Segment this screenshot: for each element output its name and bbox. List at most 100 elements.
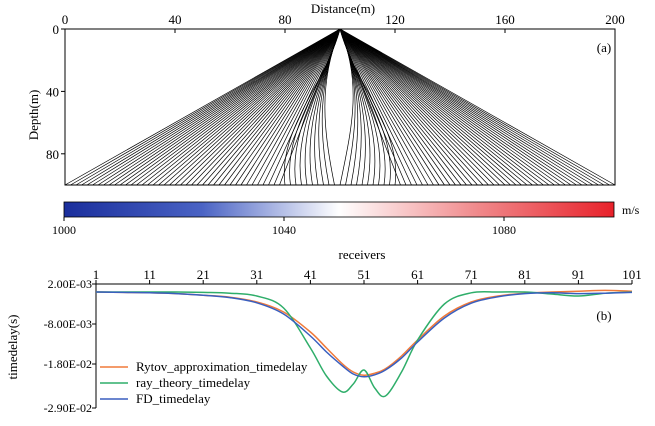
colorbar-tick-label: 1000 (52, 223, 76, 237)
ray-path (339, 28, 561, 186)
ray-path (339, 28, 418, 186)
ray-path (147, 28, 341, 186)
x-tick-label: 80 (279, 12, 292, 27)
ray-path (246, 28, 341, 186)
y-tick-labels: 0 40 80 (46, 22, 65, 162)
ray-path (339, 28, 495, 186)
series-line-FD_timedelay (95, 291, 633, 378)
ray-path (339, 28, 489, 186)
x-tick-label: 31 (250, 267, 263, 282)
ray-path (119, 28, 341, 186)
y-tick-label: -8.00E-03 (44, 317, 92, 331)
x-tick-label: 101 (622, 267, 642, 282)
ray-path (163, 28, 341, 186)
ray-path (114, 28, 341, 186)
ray-path (339, 28, 511, 186)
ray-path (339, 28, 473, 186)
ray-path (339, 28, 533, 186)
ray-path (339, 28, 484, 186)
colorbar-tick-label: 1040 (272, 223, 296, 237)
y-tick-label: 0 (53, 22, 60, 37)
x-tick-label: 0 (62, 12, 69, 27)
x-axis-title: receivers (339, 247, 386, 262)
plot-frame (64, 28, 616, 186)
x-tick-label: 120 (385, 12, 405, 27)
ray-path (196, 28, 341, 186)
colorbar-tick-label: 1080 (492, 223, 516, 237)
x-tick-label: 40 (169, 12, 182, 27)
ray-path (339, 28, 522, 186)
ray-path (213, 28, 341, 186)
ray-paths (64, 28, 616, 186)
ray-path (339, 28, 407, 186)
ray-path (339, 28, 572, 186)
ray-path (339, 28, 555, 186)
raypath-panel: Distance(m) 0 40 80 120 160 200 0 40 80 Depth(m… (26, 1, 625, 186)
ray-path (339, 28, 401, 186)
ray-path (339, 28, 478, 186)
ray-path (108, 28, 341, 186)
ray-path (339, 28, 500, 186)
y-tick-label: 80 (46, 147, 59, 162)
ray-path (339, 28, 566, 186)
ray-path (339, 28, 539, 186)
ray-path (191, 28, 341, 186)
ray-path (202, 28, 341, 186)
panel-label-a: (a) (597, 40, 611, 55)
y-tick-label: 40 (46, 84, 59, 99)
ray-path (339, 28, 434, 186)
ray-path (339, 28, 462, 186)
ray-path (174, 28, 341, 186)
ray-path (339, 28, 528, 186)
ray-path (103, 28, 341, 186)
ray-path (224, 28, 341, 186)
x-tick-label: 41 (304, 267, 317, 282)
ray-path (339, 28, 445, 186)
ray-path (152, 28, 341, 186)
x-axis-title: Distance(m) (311, 1, 375, 16)
ray-path (339, 28, 544, 186)
ray-path (92, 28, 341, 186)
x-tick-label: 1 (93, 267, 100, 282)
ray-path (257, 28, 341, 186)
ray-path (218, 28, 341, 186)
ray-path (235, 28, 341, 186)
ray-path (185, 28, 341, 186)
ray-path (130, 28, 341, 186)
y-tick-label: -2.90E-02 (44, 401, 92, 415)
x-tick-label: 61 (411, 267, 424, 282)
ray-path (339, 28, 583, 186)
ray-path (339, 28, 506, 186)
ray-path (136, 28, 341, 186)
ray-path (97, 28, 341, 186)
ray-path (207, 28, 341, 186)
x-tick-label: 81 (518, 267, 531, 282)
ray-path (339, 28, 440, 186)
ray-path (339, 28, 616, 186)
ray-path (339, 28, 610, 186)
x-tick-label: 91 (572, 267, 585, 282)
legend-label: ray_theory_timedelay (136, 375, 251, 390)
ray-path (339, 28, 456, 186)
x-tick-label: 21 (197, 267, 210, 282)
series-line-ray_theory_timedelay (96, 290, 633, 398)
ray-path (262, 28, 341, 186)
y-tick-label: -1.80E-02 (44, 357, 92, 371)
colorbar-unit: m/s (622, 203, 640, 217)
x-tick-label: 11 (143, 267, 156, 282)
ray-path (279, 28, 341, 186)
x-tick-labels: 1 11 21 31 41 51 61 71 81 91 101 (93, 267, 642, 284)
ray-path (180, 28, 341, 186)
x-tick-label: 160 (495, 12, 515, 27)
ray-path (339, 28, 467, 186)
ray-path (169, 28, 341, 186)
y-tick-label: 2.00E-03 (48, 277, 92, 291)
ray-path (339, 28, 451, 186)
x-tick-label: 71 (465, 267, 478, 282)
ray-path (229, 28, 341, 186)
ray-path (70, 28, 341, 186)
ray-path (339, 28, 423, 186)
ray-path (339, 28, 412, 186)
y-axis-title: Depth(m) (26, 90, 41, 141)
series-lines (95, 289, 633, 398)
